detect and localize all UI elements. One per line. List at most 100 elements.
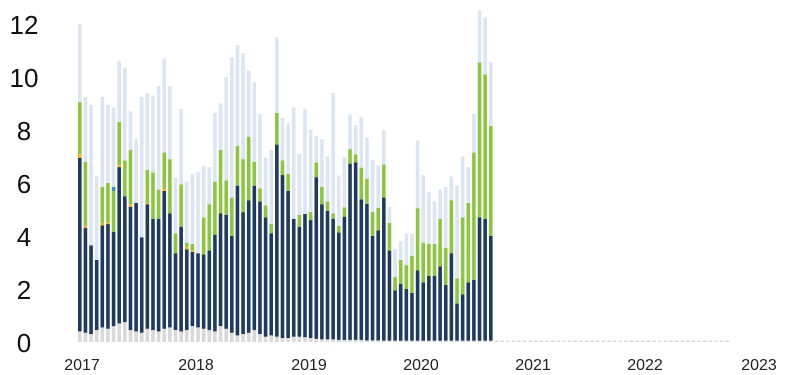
bar-segment-navy [477, 217, 482, 341]
bar-segment-green [449, 200, 454, 254]
bar-segment-green [438, 218, 442, 267]
bar-segment-navy [263, 217, 268, 337]
bar-segment-navy [432, 275, 437, 341]
bar-segment-light [235, 45, 240, 146]
bar-segment-base [370, 340, 375, 342]
bar-segment-base [466, 340, 471, 343]
bar-segment-navy [196, 253, 200, 328]
bar-segment-base [179, 331, 183, 342]
bar-segment-green [179, 184, 183, 227]
bar-segment-green [353, 154, 358, 163]
bar-segment-navy [427, 275, 431, 341]
bar-segment-light [466, 167, 471, 203]
bar-segment-green [427, 243, 431, 276]
bar-segment-base [494, 340, 499, 343]
bar-segment-light [320, 139, 324, 187]
bar-segment-base [291, 336, 296, 342]
bar-segment-navy [275, 144, 279, 337]
bar-segment-light [449, 176, 454, 201]
bar-segment-green [263, 205, 268, 218]
bar-segment-green [173, 233, 178, 254]
bar-segment-base [567, 340, 572, 343]
bar-segment-base [173, 330, 178, 342]
bar-segment-base [348, 339, 352, 342]
bar-segment-light [275, 37, 279, 113]
bar-segment-green [128, 149, 133, 205]
bar-segment-light [342, 157, 347, 208]
bar-segment-green [393, 277, 397, 291]
bar-segment-light [291, 107, 296, 219]
bar-segment-light [280, 118, 285, 161]
bar-segment-navy [100, 225, 105, 328]
bar-segment-navy [415, 270, 420, 341]
bar-segment-base [573, 340, 578, 343]
bar-segment-light [382, 130, 386, 165]
bar-segment-base [218, 326, 223, 342]
bar-segment-base [579, 340, 583, 343]
bar-segment-base [342, 339, 347, 342]
bar-segment-base [404, 340, 409, 343]
bar-segment-green [218, 149, 223, 214]
bar-segment-light [162, 58, 167, 153]
bar-segment-green [151, 172, 155, 219]
bar-segment-light [145, 92, 150, 170]
bar-segment-navy [190, 251, 195, 327]
bar-segment-light [427, 192, 431, 244]
y-tick-label: 8 [17, 116, 31, 146]
bar-segment-light [421, 175, 426, 243]
bar-segment-light [207, 167, 212, 205]
bar-segment-navy [128, 206, 133, 331]
bar-segment-green [342, 207, 347, 217]
bar-segment-light [100, 96, 105, 187]
bar-segment-navy [376, 230, 380, 341]
bar-segment-base [550, 340, 555, 343]
bar-segment-navy [410, 292, 414, 341]
bar-segment-base [415, 340, 420, 343]
bar-segment-light [472, 114, 476, 153]
bar-segment-light [336, 175, 341, 226]
bar-segment-green [466, 202, 471, 283]
bar-segment-light [78, 24, 82, 103]
bars-group [78, 10, 730, 343]
bar-segment-light [353, 125, 358, 155]
bar-segment-base [320, 339, 324, 342]
bar-segment-base [83, 332, 88, 342]
bar-segment-base [134, 331, 138, 342]
bar-segment-navy [134, 202, 138, 332]
bar-segment-base [275, 336, 279, 342]
bar-segment-base [601, 340, 606, 343]
bar-segment-base [207, 330, 212, 342]
bar-segment-base [151, 330, 155, 342]
bar-segment-navy [336, 232, 341, 340]
bar-segment-base [674, 340, 679, 343]
bar-segment-green [252, 161, 257, 186]
bar-segment-light [201, 165, 206, 218]
bar-segment-green [100, 186, 105, 223]
bar-segment-light [488, 62, 493, 127]
bar-segment-navy [213, 234, 217, 332]
bar-segment-base [511, 340, 516, 343]
bar-segment-light [94, 176, 99, 260]
bar-segment-navy [162, 190, 167, 329]
bar-segment-light [184, 181, 189, 243]
bar-segment-base [455, 340, 459, 343]
bar-segment-light [308, 130, 313, 213]
bar-segment-navy [297, 226, 302, 337]
bar-segment-navy [348, 163, 352, 340]
bar-segment-base [545, 340, 549, 343]
bar-segment-green [415, 208, 420, 271]
bar-segment-light [393, 249, 397, 278]
bar-segment-base [241, 334, 245, 342]
bar-segment-green [359, 167, 364, 200]
bar-segment-navy [168, 213, 172, 328]
bar-segment-orange [106, 222, 110, 225]
bar-segment-navy [314, 177, 319, 339]
bar-segment-green [308, 212, 313, 221]
bar-segment-green [258, 188, 262, 202]
bar-segment-base [697, 340, 701, 343]
bar-segment-orange [128, 204, 133, 207]
bar-segment-navy [325, 210, 330, 340]
x-tick-label: 2022 [627, 357, 663, 374]
bar-segment-base [303, 337, 307, 342]
bar-segment-navy [89, 245, 93, 335]
